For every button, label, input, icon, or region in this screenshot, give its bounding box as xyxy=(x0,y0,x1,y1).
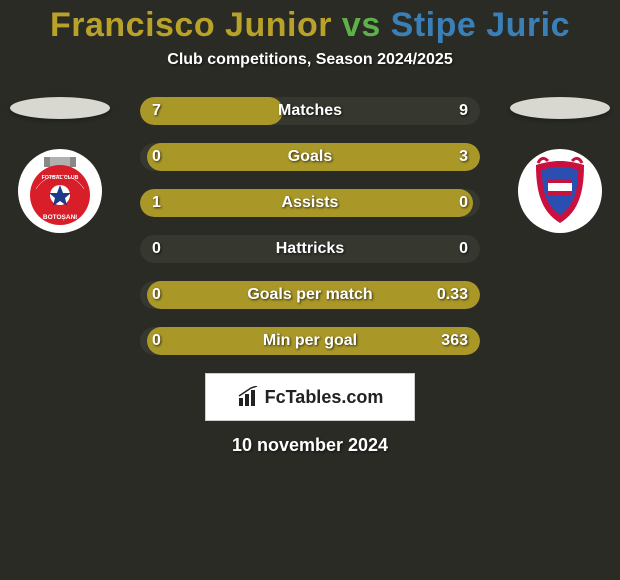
stats-area: FOTBAL CLUB BOTOȘANI 79Matches 03Goals 10A… xyxy=(0,97,620,355)
stat-label: Goals per match xyxy=(140,281,480,309)
stat-label: Min per goal xyxy=(140,327,480,355)
stat-bar-goals: 03Goals xyxy=(140,143,480,171)
chart-icon xyxy=(237,386,259,408)
club-left-crest-svg: FOTBAL CLUB BOTOȘANI xyxy=(18,149,102,233)
club-left: FOTBAL CLUB BOTOȘANI xyxy=(10,97,110,233)
stat-bars: 79Matches 03Goals 10Assists 00Hattricks 00.3… xyxy=(140,97,480,355)
stat-label: Matches xyxy=(140,97,480,125)
stat-label: Assists xyxy=(140,189,480,217)
footer-site-badge: FcTables.com xyxy=(205,373,415,421)
player2-name: Stipe Juric xyxy=(391,6,570,44)
stat-bar-assists: 10Assists xyxy=(140,189,480,217)
stat-bar-min-per-goal: 0363Min per goal xyxy=(140,327,480,355)
player2-shadow xyxy=(510,97,610,119)
footer-site-text: FcTables.com xyxy=(265,387,384,408)
club-right-crest-svg xyxy=(518,149,602,233)
club-right xyxy=(510,97,610,233)
vs-label: vs xyxy=(342,6,391,44)
stat-bar-matches: 79Matches xyxy=(140,97,480,125)
svg-text:BOTOȘANI: BOTOȘANI xyxy=(43,214,77,221)
stat-label: Hattricks xyxy=(140,235,480,263)
svg-text:FOTBAL CLUB: FOTBAL CLUB xyxy=(42,175,79,181)
player1-shadow xyxy=(10,97,110,119)
footer-date: 10 november 2024 xyxy=(0,435,620,456)
stat-label: Goals xyxy=(140,143,480,171)
stat-bar-goals-per-match: 00.33Goals per match xyxy=(140,281,480,309)
club-left-crest: FOTBAL CLUB BOTOȘANI xyxy=(18,149,102,233)
player1-name: Francisco Junior xyxy=(50,6,332,44)
club-right-crest xyxy=(518,149,602,233)
stat-bar-hattricks: 00Hattricks xyxy=(140,235,480,263)
page-title: Francisco Junior vs Stipe Juric xyxy=(0,0,620,45)
subtitle: Club competitions, Season 2024/2025 xyxy=(0,51,620,69)
